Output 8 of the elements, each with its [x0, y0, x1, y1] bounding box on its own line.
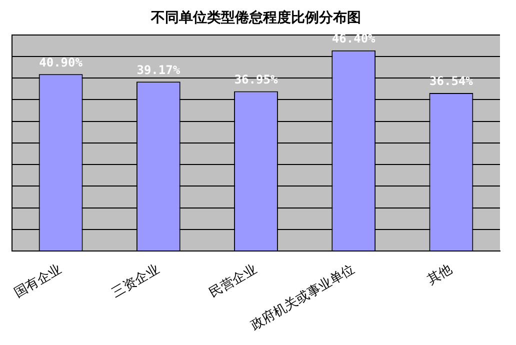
data-label: 36.54%: [430, 74, 474, 88]
x-tick-label: 国有企业: [12, 262, 64, 302]
x-tick-label: 其他: [424, 262, 455, 288]
chart-title: 不同单位类型倦怠程度比例分布图: [150, 9, 361, 26]
x-tick-label: 三资企业: [110, 262, 162, 302]
data-label: 39.17%: [136, 62, 181, 77]
data-label: 40.90%: [39, 55, 84, 70]
x-tick-label: 民营企业: [207, 262, 260, 302]
